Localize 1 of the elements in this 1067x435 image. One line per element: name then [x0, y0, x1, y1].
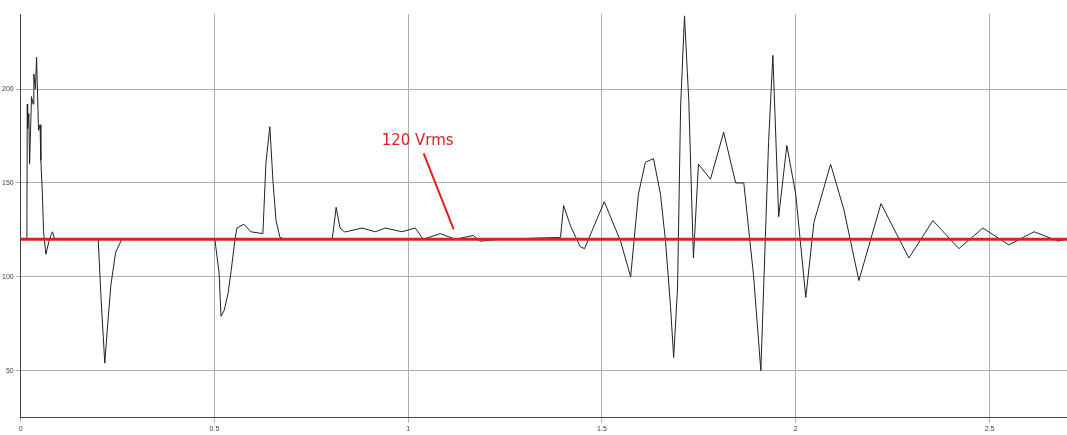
ref-line-label: 120 Vrms: [381, 131, 454, 150]
